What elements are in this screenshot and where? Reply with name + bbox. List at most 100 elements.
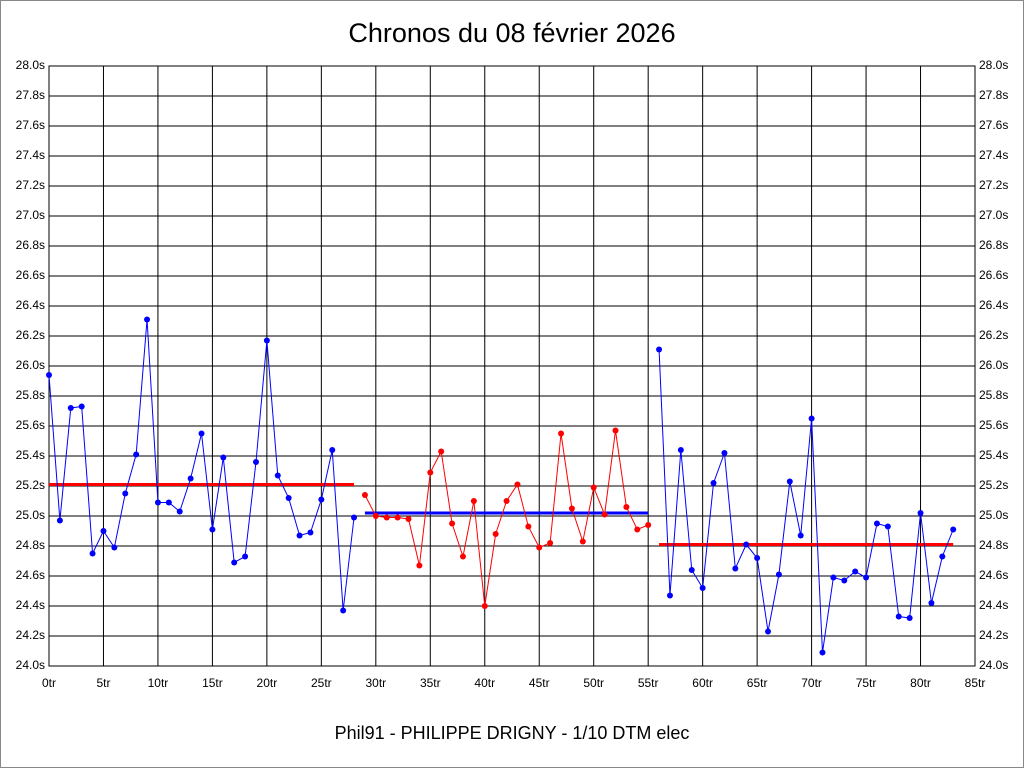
point — [231, 559, 238, 566]
y-tick-label: 25.4s — [16, 448, 45, 462]
x-tick-label: 85tr — [965, 676, 986, 690]
point — [209, 526, 216, 533]
y2-tick-label: 26.6s — [979, 268, 1008, 282]
x-tick-label: 0tr — [42, 676, 56, 690]
y-tick-label: 27.2s — [16, 178, 45, 192]
point — [558, 430, 565, 437]
point — [187, 475, 194, 482]
point — [198, 430, 205, 437]
y-tick-label: 24.8s — [16, 538, 45, 552]
y2-tick-label: 24.4s — [979, 598, 1008, 612]
point — [144, 316, 151, 323]
point — [765, 628, 772, 635]
x-tick-label: 50tr — [583, 676, 604, 690]
y2-tick-label: 26.0s — [979, 358, 1008, 372]
y2-tick-label: 27.4s — [979, 148, 1008, 162]
y2-tick-label: 26.2s — [979, 328, 1008, 342]
y-tick-label: 27.0s — [16, 208, 45, 222]
point — [623, 504, 630, 510]
point — [416, 562, 423, 569]
point — [568, 505, 575, 512]
y2-tick-label: 24.8s — [979, 538, 1008, 552]
y2-tick-label: 27.0s — [979, 208, 1008, 222]
point — [743, 541, 750, 548]
y-tick-label: 26.6s — [16, 268, 45, 282]
point — [873, 520, 880, 527]
y-tick-label: 24.6s — [16, 568, 45, 582]
point — [492, 531, 499, 537]
point — [318, 496, 325, 503]
x-tick-label: 40tr — [474, 676, 495, 690]
point — [830, 574, 837, 581]
y2-tick-label: 25.6s — [979, 418, 1008, 432]
point — [786, 478, 793, 485]
point — [656, 346, 663, 353]
x-tick-label: 25tr — [311, 676, 332, 690]
point — [514, 481, 521, 488]
y2-tick-label: 24.0s — [979, 658, 1008, 672]
x-tick-label: 10tr — [148, 676, 169, 690]
y2-tick-label: 26.8s — [979, 238, 1008, 252]
point — [459, 553, 466, 560]
x-tick-label: 35tr — [420, 676, 441, 690]
y-tick-label: 27.8s — [16, 88, 45, 102]
y-tick-label: 25.0s — [16, 508, 45, 522]
point — [906, 615, 913, 621]
y2-tick-label: 28.0s — [979, 58, 1008, 72]
y2-tick-label: 25.0s — [979, 508, 1008, 522]
x-tick-label: 65tr — [747, 676, 768, 690]
point — [285, 495, 292, 501]
point — [220, 454, 227, 461]
point — [699, 585, 706, 591]
point — [895, 613, 902, 620]
point — [372, 513, 379, 519]
point — [797, 532, 804, 539]
point — [242, 553, 249, 560]
y-tick-label: 25.6s — [16, 418, 45, 432]
point — [470, 498, 477, 504]
point — [111, 544, 118, 551]
point — [78, 403, 85, 410]
x-tick-label: 30tr — [365, 676, 386, 690]
y2-tick-label: 27.8s — [979, 88, 1008, 102]
point — [884, 523, 891, 530]
point — [612, 427, 619, 434]
x-tick-label: 55tr — [638, 676, 659, 690]
y2-tick-label: 25.2s — [979, 478, 1008, 492]
point — [165, 499, 172, 506]
point — [296, 532, 303, 539]
y-tick-label: 25.8s — [16, 388, 45, 402]
point — [634, 526, 641, 533]
point — [808, 415, 815, 422]
point — [928, 600, 935, 606]
point — [601, 511, 608, 518]
point — [394, 514, 401, 521]
point — [56, 517, 63, 524]
y2-tick-label: 25.8s — [979, 388, 1008, 402]
point — [481, 603, 488, 609]
y2-tick-label: 25.4s — [979, 448, 1008, 462]
point — [579, 538, 586, 545]
y-tick-label: 24.4s — [16, 598, 45, 612]
point — [775, 571, 782, 578]
y2-tick-label: 24.6s — [979, 568, 1008, 582]
point — [89, 550, 96, 557]
point — [427, 469, 434, 476]
y2-tick-label: 26.4s — [979, 298, 1008, 312]
y-tick-label: 27.6s — [16, 118, 45, 132]
point — [274, 472, 281, 479]
point — [252, 459, 259, 465]
point — [503, 498, 510, 504]
point — [666, 592, 673, 599]
x-tick-label: 70tr — [801, 676, 822, 690]
series-line — [658, 349, 954, 653]
point — [590, 484, 597, 491]
y-tick-label: 24.0s — [16, 658, 45, 672]
point — [46, 372, 52, 378]
point — [645, 522, 652, 528]
point — [852, 568, 859, 575]
y-tick-label: 27.4s — [16, 148, 45, 162]
point — [863, 574, 870, 581]
